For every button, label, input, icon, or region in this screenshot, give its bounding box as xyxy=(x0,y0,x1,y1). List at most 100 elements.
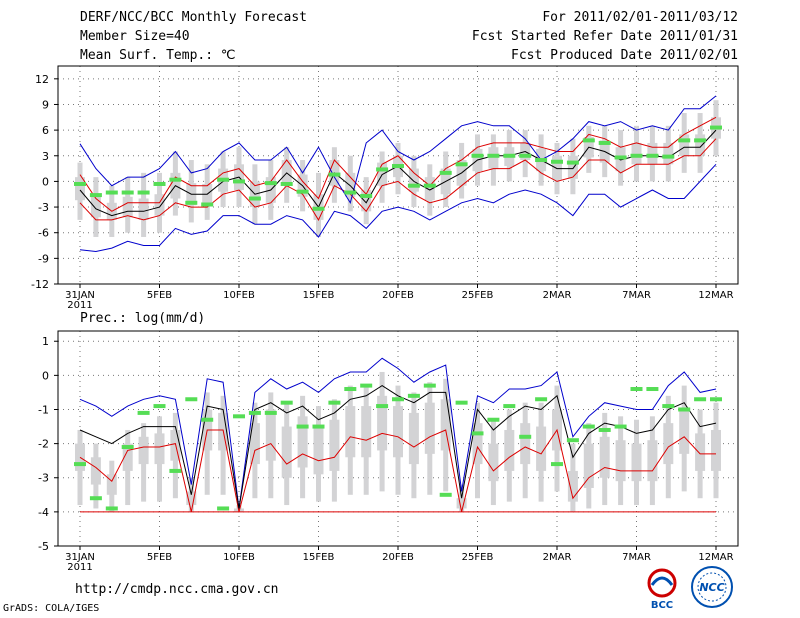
temp-obs-marker xyxy=(423,183,436,188)
temp-ytick-label: -6 xyxy=(38,227,49,240)
prec-xtick-label: 10FEB xyxy=(223,552,255,563)
temp-box xyxy=(647,142,658,165)
prec-ytick-label: -3 xyxy=(38,472,49,485)
prec-box xyxy=(663,423,674,465)
temp-obs-marker xyxy=(392,164,404,169)
prec-box xyxy=(75,443,85,471)
prec-obs-marker xyxy=(582,424,595,429)
temp-obs-marker xyxy=(630,153,643,158)
temp-ytick-label: -3 xyxy=(38,201,49,214)
prec-obs-marker xyxy=(201,417,214,422)
prec-box xyxy=(536,426,547,471)
prec-box xyxy=(377,395,388,451)
temp-xtick-label: 7MAR xyxy=(622,290,651,301)
temp-obs-marker xyxy=(439,170,452,175)
temp-xtick-year: 2011 xyxy=(67,300,92,311)
temp-box xyxy=(345,172,356,197)
prec-ytick-label: -2 xyxy=(38,438,49,451)
prec-box xyxy=(631,443,642,482)
prec-box xyxy=(313,426,324,475)
temp-line-max xyxy=(79,95,717,205)
prec-obs-marker xyxy=(74,462,86,467)
prec-xtick-label: 15FEB xyxy=(303,552,335,563)
prec-box xyxy=(440,399,451,451)
prec-box xyxy=(393,406,403,458)
prec-obs-marker xyxy=(487,417,500,422)
temp-xtick-label: 12MAR xyxy=(698,290,733,301)
footer-url[interactable]: http://cmdp.ncc.cma.gov.cn xyxy=(75,582,279,597)
prec-box xyxy=(249,423,260,465)
prec-box xyxy=(361,406,372,458)
temp-box xyxy=(679,134,690,156)
temp-obs-marker xyxy=(153,181,166,186)
bcc-logo-text: BCC xyxy=(651,600,673,611)
prec-obs-marker xyxy=(710,397,722,402)
prec-box xyxy=(265,409,276,461)
temp-box xyxy=(138,198,149,220)
temp-obs-marker xyxy=(407,183,420,188)
prec-obs-marker xyxy=(678,407,691,412)
temp-ytick-label: 3 xyxy=(42,150,49,163)
temp-obs-marker xyxy=(614,155,627,160)
prec-ytick-label: -4 xyxy=(38,506,49,519)
prec-obs-marker xyxy=(535,397,548,402)
temp-box xyxy=(154,194,165,216)
temp-line-lower xyxy=(79,138,717,221)
temp-obs-marker xyxy=(89,193,102,198)
prec-obs-marker xyxy=(662,404,675,409)
prec-ytick-label: -5 xyxy=(38,540,49,553)
temp-obs-marker xyxy=(248,196,261,201)
temp-obs-marker xyxy=(582,138,595,143)
temp-box xyxy=(90,194,101,218)
prec-ytick-label: -1 xyxy=(38,403,49,416)
temp-obs-marker xyxy=(646,153,659,158)
temp-obs-marker xyxy=(105,190,118,195)
temp-obs-marker xyxy=(694,138,707,143)
prec-obs-marker xyxy=(630,387,643,392)
temp-obs-marker xyxy=(328,172,341,177)
prec-xtick-label: 12MAR xyxy=(698,552,733,563)
prec-obs-marker xyxy=(519,434,532,439)
prec-obs-marker xyxy=(248,410,261,415)
temp-box xyxy=(663,142,674,165)
prec-box xyxy=(472,423,483,465)
temp-obs-marker xyxy=(455,162,468,167)
temp-box xyxy=(695,134,706,156)
temp-box xyxy=(567,155,578,179)
temp-obs-marker xyxy=(169,177,182,182)
prec-xtick-year: 2011 xyxy=(67,562,92,573)
prec-obs-marker xyxy=(376,404,389,409)
variable-label: Mean Surf. Temp.: ℃ xyxy=(80,48,236,63)
temp-obs-marker xyxy=(185,200,198,205)
prec-obs-marker xyxy=(439,492,452,497)
chart-title: DERF/NCC/BCC Monthly Forecast xyxy=(80,10,307,25)
temp-obs-marker xyxy=(566,160,579,165)
temp-obs-marker xyxy=(121,190,134,195)
prec-obs-marker xyxy=(344,387,357,392)
prec-obs-marker xyxy=(423,383,436,388)
temp-obs-marker xyxy=(519,153,532,158)
temp-ytick-label: 12 xyxy=(35,73,49,86)
prec-obs-marker xyxy=(137,410,150,415)
temp-ytick-label: -12 xyxy=(31,278,49,291)
temp-xtick-label: 5FEB xyxy=(147,290,172,301)
temp-obs-marker xyxy=(344,190,357,195)
prec-box xyxy=(679,409,690,454)
temp-obs-marker xyxy=(551,159,563,164)
prec-xtick-label: 5FEB xyxy=(147,552,172,563)
prec-obs-marker xyxy=(233,414,245,419)
prec-box xyxy=(456,498,467,509)
prec-obs-marker xyxy=(217,506,230,511)
prec-obs-marker xyxy=(566,438,579,443)
temp-obs-marker xyxy=(74,181,86,186)
prec-box xyxy=(615,440,626,482)
prec-obs-marker xyxy=(169,468,182,473)
prec-obs-marker xyxy=(694,397,707,402)
temp-box xyxy=(408,168,419,192)
prec-box xyxy=(138,436,149,465)
temp-box xyxy=(122,196,133,218)
temp-xtick-label: 20FEB xyxy=(382,290,414,301)
grads-credit: GrADS: COLA/IGES xyxy=(3,603,100,614)
temp-obs-marker xyxy=(710,125,722,130)
prec-box xyxy=(488,443,499,482)
